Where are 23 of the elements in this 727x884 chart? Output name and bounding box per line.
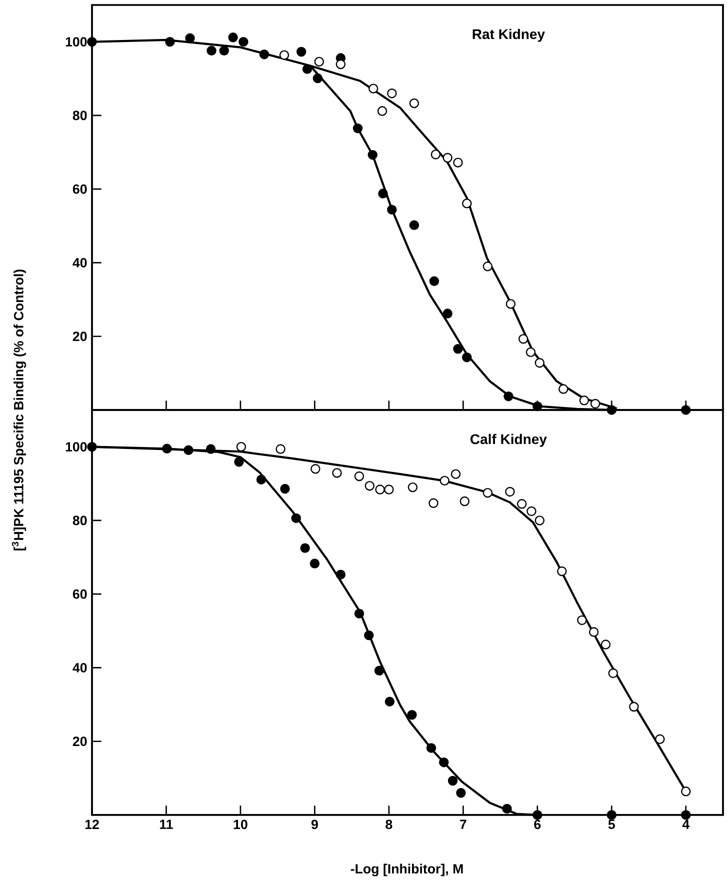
x-tick-label: 5 <box>608 820 615 829</box>
y-tick-label: 100 <box>66 442 87 452</box>
x-tick-label: 10 <box>234 820 248 830</box>
y-tick-label: 60 <box>72 184 87 194</box>
text: Rat Kidney <box>472 28 545 42</box>
text: Calf Kidney <box>470 434 547 447</box>
y-axis-title: [$^{3}$H]PK 11195 Specific Binding (% of Control) <box>12 270 26 550</box>
y-tick-label: 40 <box>72 258 87 268</box>
y-tick-label: 20 <box>72 736 87 746</box>
y-tick-label: 20 <box>72 332 87 342</box>
y-tick-label: 80 <box>72 516 87 526</box>
x-tick-label: 12 <box>85 820 99 830</box>
y-tick-label: 40 <box>72 663 87 672</box>
x-tick-label: 8 <box>386 820 392 830</box>
x-tick-label: 9 <box>311 820 318 830</box>
x-tick-label: 11 <box>160 820 173 829</box>
x-axis-title: -Log [Inhibitor], M <box>350 864 463 876</box>
x-tick-label: 6 <box>534 820 541 830</box>
y-tick-label: 80 <box>72 110 87 120</box>
x-tick-label: 7 <box>460 820 466 829</box>
x-tick-label: 4 <box>682 820 690 829</box>
y-tick-label: 100 <box>66 37 87 47</box>
y-tick-label: 60 <box>72 589 87 599</box>
